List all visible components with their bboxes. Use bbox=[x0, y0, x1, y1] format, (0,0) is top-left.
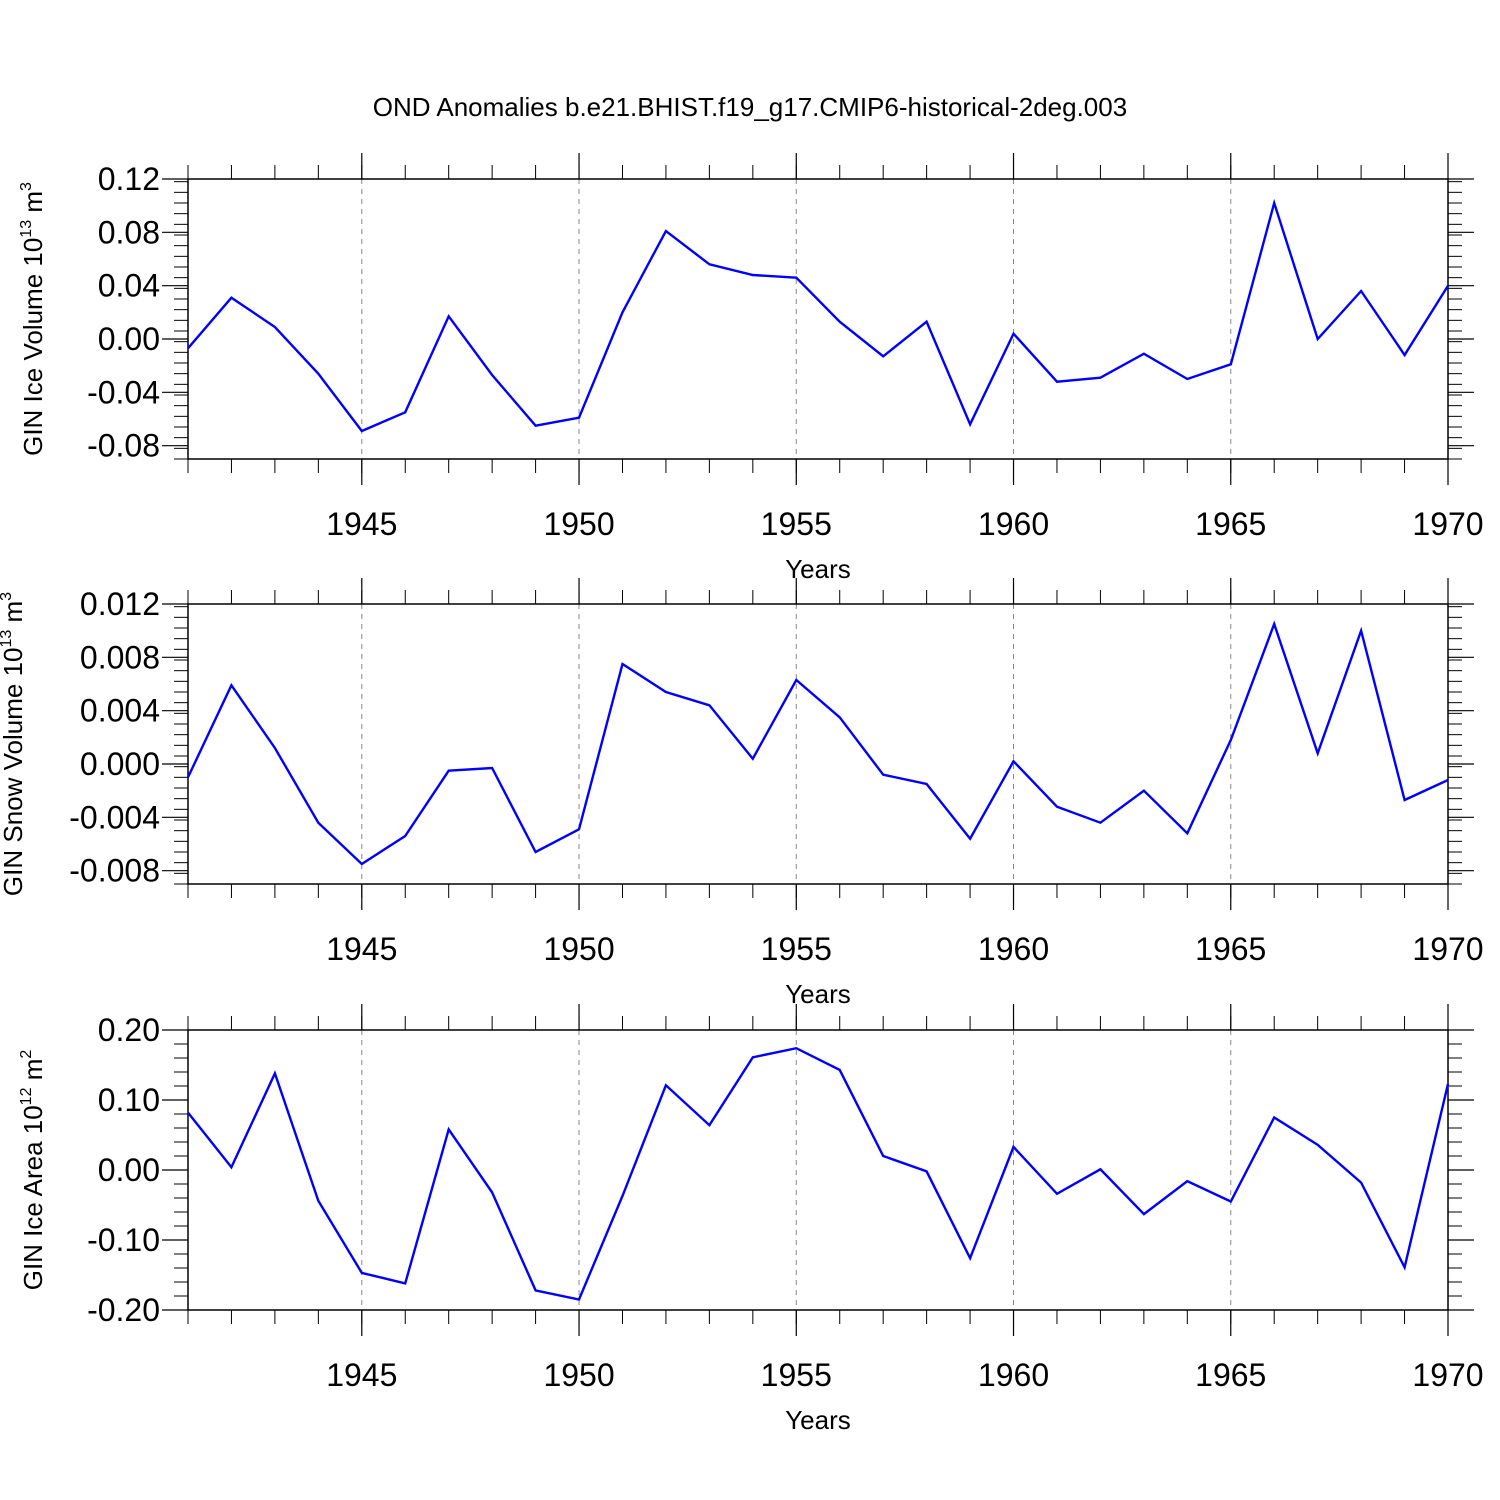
chart-2-y-axis-title-text: m bbox=[0, 601, 28, 630]
chart-2-y-tick-label: -0.004 bbox=[69, 799, 160, 835]
chart-3-panel: 1945 1950 1955 1960 1965 1970 -0.20 -0.10 0.00 0.… bbox=[18, 1004, 1484, 1435]
chart-1-series-line bbox=[187, 198, 1450, 433]
chart-1-y-tick-label: 0.00 bbox=[98, 321, 160, 357]
chart-3-plot-frame bbox=[187, 1029, 1449, 1311]
chart-2-y-tick-label: 0.012 bbox=[80, 586, 160, 622]
chart-3-y-axis-title-superscript: 2 bbox=[18, 1050, 35, 1059]
chart-2-y-tick-label: -0.008 bbox=[69, 853, 160, 889]
chart-2-y-tick-label: 0.008 bbox=[80, 639, 160, 675]
chart-3-y-axis-title-text: GIN Ice Area 10 bbox=[18, 1105, 48, 1290]
chart-3-x-tick-label: 1970 bbox=[1412, 1357, 1483, 1393]
chart-3-x-tick-label: 1955 bbox=[761, 1357, 832, 1393]
chart-2-y-tick-label: 0.004 bbox=[80, 693, 160, 729]
chart-1-y-tick-label: 0.08 bbox=[98, 214, 160, 250]
chart-2-x-tick-label: 1950 bbox=[543, 931, 614, 967]
chart-2-panel: 1945 1950 1955 1960 1965 1970 -0.008 -0.004 0.00… bbox=[0, 578, 1484, 1009]
chart-1-x-axis-title: Years bbox=[785, 554, 851, 584]
chart-3-x-tick-label: 1965 bbox=[1195, 1357, 1266, 1393]
chart-1-x-tick-label: 1965 bbox=[1195, 506, 1266, 542]
chart-3-y-tick-label: 0.20 bbox=[98, 1012, 160, 1048]
chart-3-x-tick-label: 1945 bbox=[326, 1357, 397, 1393]
chart-1-x-tick-label: 1970 bbox=[1412, 506, 1483, 542]
chart-3-y-tick-label: 0.00 bbox=[98, 1152, 160, 1188]
chart-3-x-tick-label: 1950 bbox=[543, 1357, 614, 1393]
chart-3-x-tick-label: 1960 bbox=[978, 1357, 1049, 1393]
chart-2-y-axis-title-superscript: 13 bbox=[0, 630, 15, 648]
chart-title: OND Anomalies b.e21.BHIST.f19_g17.CMIP6-… bbox=[373, 92, 1127, 122]
chart-2-x-tick-label: 1965 bbox=[1195, 931, 1266, 967]
chart-1-y-tick-label: 0.12 bbox=[98, 161, 160, 197]
chart-2-y-tick-label: 0.000 bbox=[80, 746, 160, 782]
chart-1-y-tick-label: -0.08 bbox=[87, 428, 160, 464]
chart-3-y-axis-title-superscript: 12 bbox=[18, 1087, 35, 1105]
chart-1-y-axis-title: GIN Ice Volume 1013 m3 bbox=[18, 182, 48, 456]
chart-2-x-axis-title: Years bbox=[785, 979, 851, 1009]
chart-3-y-tick-label: -0.20 bbox=[87, 1292, 160, 1328]
chart-1-y-axis-title-text: m bbox=[18, 191, 48, 220]
chart-2-y-axis-title-superscript: 3 bbox=[0, 592, 15, 601]
chart-2-x-tick-label: 1960 bbox=[978, 931, 1049, 967]
chart-3-y-axis-title-text: m bbox=[18, 1059, 48, 1088]
chart-1-y-axis-title-superscript: 13 bbox=[18, 220, 35, 238]
chart-3-x-axis-title: Years bbox=[785, 1405, 851, 1435]
chart-2-plot-frame bbox=[187, 603, 1449, 885]
chart-3-y-tick-label: 0.10 bbox=[98, 1082, 160, 1118]
chart-2-y-axis-title-text: GIN Snow Volume 10 bbox=[0, 648, 28, 897]
chart-1-x-tick-label: 1950 bbox=[543, 506, 614, 542]
chart-2-x-tick-label: 1945 bbox=[326, 931, 397, 967]
chart-1-panel: 1945 1950 1955 1960 1965 1970 -0.08 -0.04 0.00 0.… bbox=[18, 153, 1484, 584]
chart-1-x-tick-label: 1955 bbox=[761, 506, 832, 542]
chart-1-y-axis-title-text: GIN Ice Volume 10 bbox=[18, 238, 48, 456]
chart-3-y-axis-title: GIN Ice Area 1012 m2 bbox=[18, 1050, 48, 1291]
chart-1-y-axis-title-superscript: 3 bbox=[18, 182, 35, 191]
chart-2-series-line bbox=[186, 620, 1449, 866]
chart-2-x-tick-label: 1955 bbox=[761, 931, 832, 967]
chart-1-y-tick-label: 0.04 bbox=[98, 268, 160, 304]
chart-1-y-tick-label: -0.04 bbox=[87, 374, 160, 410]
chart-2-y-axis-title: GIN Snow Volume 1013 m3 bbox=[0, 592, 28, 896]
chart-3-y-tick-label: -0.10 bbox=[87, 1222, 160, 1258]
chart-2-x-tick-label: 1970 bbox=[1412, 931, 1483, 967]
chart-1-plot-frame bbox=[187, 178, 1449, 460]
chart-1-x-tick-label: 1945 bbox=[326, 506, 397, 542]
chart-1-x-tick-label: 1960 bbox=[978, 506, 1049, 542]
chart-3-series-line bbox=[187, 1046, 1450, 1301]
